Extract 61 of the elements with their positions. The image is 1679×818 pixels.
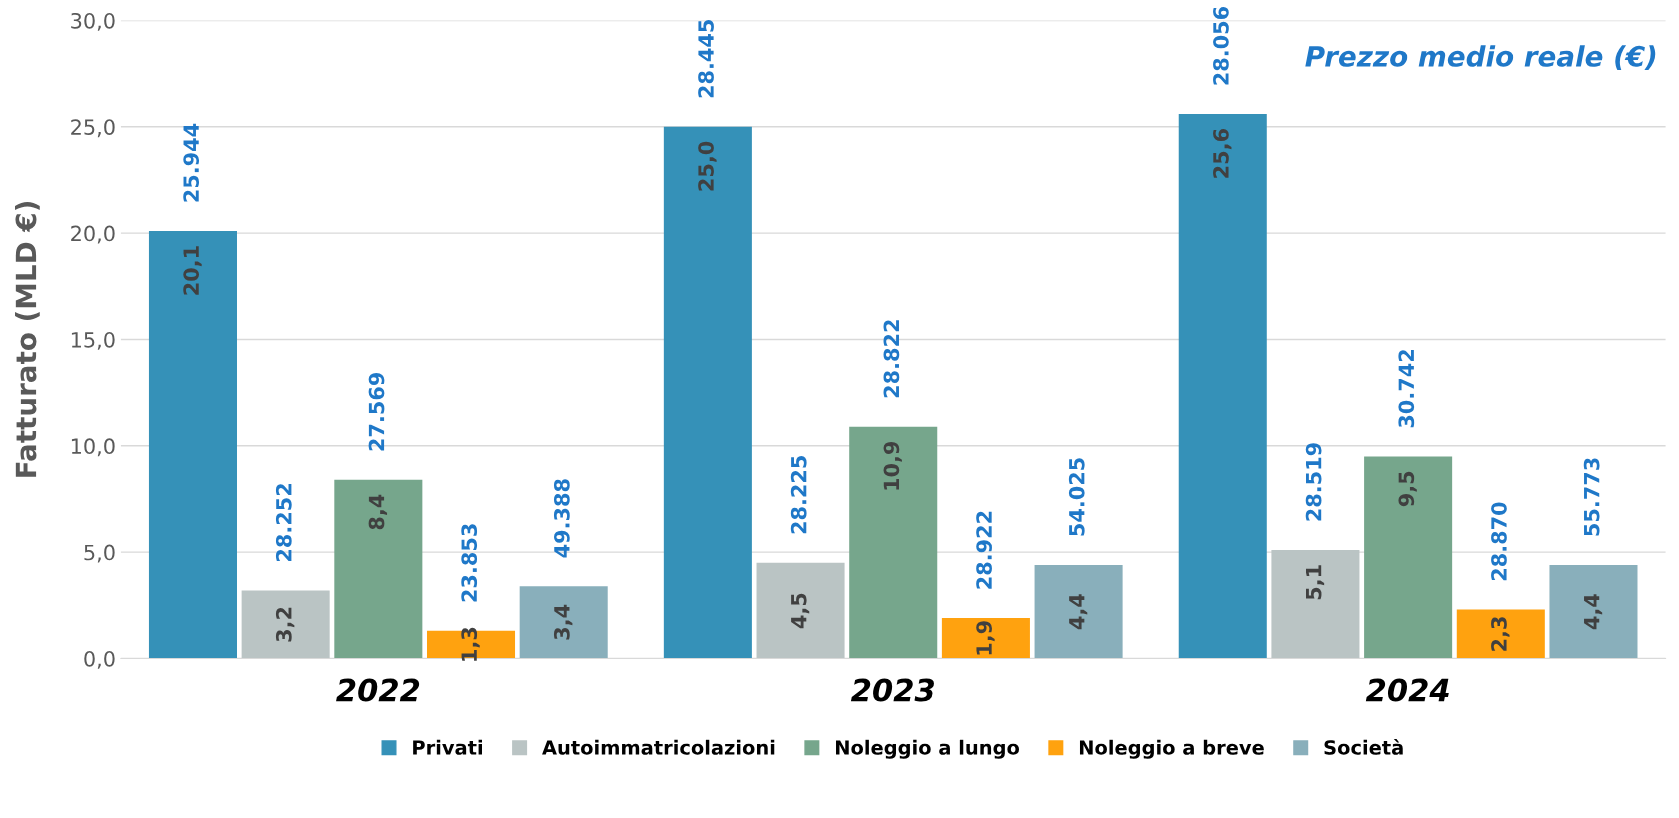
data-label: 1,9 [976, 621, 995, 655]
y-tick-label: 25,0 [71, 119, 115, 138]
data-label: 4,5 [791, 593, 810, 629]
data-label: 3,2 [275, 607, 295, 642]
annotation: 28.870 [1491, 502, 1507, 581]
data-label: 3,4 [553, 604, 573, 640]
bar [849, 426, 938, 659]
annotation: 27.569 [368, 373, 385, 451]
y-tick-label: 15,0 [71, 331, 115, 350]
data-label: 25,0 [698, 141, 717, 191]
annotation: 28.922 [976, 511, 992, 589]
legend-label: Noleggio a lungo [836, 739, 1020, 759]
legend-label: Autoimmatricolazioni [542, 739, 775, 755]
bar [519, 586, 608, 659]
data-label: 8,4 [368, 494, 388, 530]
bar [241, 590, 330, 659]
bar [1549, 564, 1638, 659]
data-label: 20,1 [183, 246, 202, 295]
bar [1456, 609, 1545, 659]
data-label: 5,1 [1306, 565, 1325, 600]
y-tick-label: 20,0 [71, 225, 115, 244]
annotation: 28.056 [1213, 6, 1229, 85]
bar [663, 126, 752, 659]
y-tick-label: 5,0 [84, 544, 115, 563]
bar [1364, 456, 1453, 659]
bar [1178, 114, 1267, 659]
bar [756, 562, 845, 659]
annotation: 28.822 [883, 320, 900, 398]
annotation: 54.025 [1068, 458, 1085, 536]
annotation: 28.225 [790, 456, 807, 534]
y-tick-label: 0,0 [84, 650, 115, 669]
data-label: 1,3 [461, 627, 480, 661]
x-tick-label: 2022 [336, 678, 420, 702]
x-tick-label: 2023 [850, 678, 934, 702]
data-label: 9,5 [1398, 471, 1417, 507]
data-label: 10,9 [883, 441, 902, 490]
y-axis-title: Fatturato (MLD €) [15, 202, 40, 477]
x-tick-label: 2024 [1365, 678, 1449, 702]
y-tick-label: 10,0 [71, 438, 115, 457]
bar [148, 231, 237, 659]
data-label: 25,6 [1213, 129, 1232, 178]
annotation: Prezzo medio reale (€) [1305, 45, 1656, 71]
y-tick-label: 30,0 [71, 12, 115, 31]
annotation: 28.252 [275, 484, 292, 562]
bar [941, 618, 1030, 659]
annotation: 30.742 [1398, 350, 1415, 428]
bar [1034, 564, 1123, 659]
bar [334, 479, 423, 659]
legend-label: Privati [413, 739, 482, 755]
data-label: 4,4 [1584, 594, 1603, 630]
annotation: 23.853 [461, 524, 478, 602]
annotation: 55.773 [1583, 458, 1600, 536]
data-label: 4,4 [1069, 594, 1088, 630]
annotation: 28.519 [1305, 443, 1322, 521]
legend-label: Noleggio a breve [1079, 739, 1264, 759]
annotation: 25.944 [183, 123, 200, 202]
annotation: 49.388 [553, 479, 570, 558]
annotation: 28.445 [698, 20, 714, 98]
legend-label: Società [1324, 739, 1403, 755]
bar [1271, 550, 1360, 659]
data-label: 2,3 [1491, 617, 1510, 651]
